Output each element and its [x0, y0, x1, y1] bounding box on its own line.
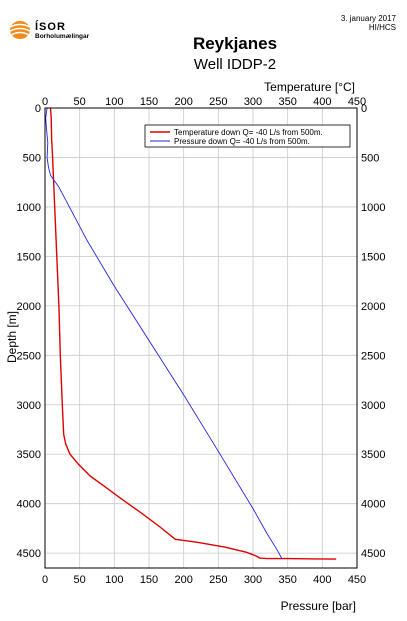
- right-tick-label: 1000: [361, 202, 385, 214]
- logo: ÍSOR Borholumælingar: [9, 20, 90, 40]
- chart-subtitle: Well IDDP-2: [194, 56, 276, 73]
- right-tick-label: 2500: [361, 350, 385, 362]
- tick-labels: 0050501001001501502002002502503003003503…: [17, 96, 386, 586]
- bottom-tick-label: 150: [140, 574, 158, 586]
- left-tick-label: 4000: [17, 499, 41, 511]
- bottom-tick-label: 400: [313, 574, 331, 586]
- top-tick-label: 50: [74, 96, 86, 108]
- legend-label-temperature: Temperature down Q= -40 L/s from 500m.: [174, 128, 323, 137]
- top-tick-label: 450: [348, 96, 366, 108]
- top-tick-label: 350: [278, 96, 296, 108]
- top-tick-label: 100: [105, 96, 123, 108]
- bottom-tick-label: 350: [278, 574, 296, 586]
- left-tick-label: 2000: [17, 301, 41, 313]
- bottom-tick-label: 450: [348, 574, 366, 586]
- bottom-tick-label: 0: [42, 574, 48, 586]
- pressure-series-line: [45, 107, 283, 560]
- top-tick-label: 300: [244, 96, 262, 108]
- grid: [44, 107, 358, 568]
- plot-frame: [44, 107, 358, 569]
- legend-label-pressure: Pressure down Q= -40 L/s from 500m.: [174, 137, 310, 146]
- legend-box: [144, 124, 351, 148]
- right-tick-label: 3500: [361, 449, 385, 461]
- chart-title: Reykjanes: [193, 34, 277, 53]
- right-tick-label: 2000: [361, 301, 385, 313]
- left-tick-label: 0: [35, 103, 41, 115]
- bottom-axis-label: Pressure [bar]: [281, 599, 356, 613]
- left-tick-label: 1500: [17, 251, 41, 263]
- header-date: 3. january 2017: [341, 14, 397, 23]
- legend: Temperature down Q= -40 L/s from 500m. P…: [144, 124, 351, 148]
- left-tick-label: 500: [23, 152, 41, 164]
- logo-name: ÍSOR: [35, 20, 66, 33]
- series-group: [45, 107, 337, 560]
- top-axis-label: Temperature [°C]: [264, 80, 355, 94]
- right-tick-label: 4500: [361, 548, 385, 560]
- temperature-series-line: [49, 107, 337, 560]
- top-tick-label: 250: [209, 96, 227, 108]
- y-axis-label: Depth [m]: [5, 311, 19, 363]
- right-tick-label: 0: [361, 103, 367, 115]
- logo-tagline: Borholumælingar: [35, 33, 90, 40]
- bottom-tick-label: 100: [105, 574, 123, 586]
- left-tick-label: 4500: [17, 548, 41, 560]
- right-tick-label: 1500: [361, 251, 385, 263]
- right-tick-label: 4000: [361, 499, 385, 511]
- top-tick-label: 0: [42, 96, 48, 108]
- isor-logo-icon: [9, 21, 31, 39]
- right-tick-label: 3000: [361, 400, 385, 412]
- bottom-tick-label: 250: [209, 574, 227, 586]
- bottom-tick-label: 200: [174, 574, 192, 586]
- right-tick-label: 500: [361, 152, 379, 164]
- left-tick-label: 3500: [17, 449, 41, 461]
- bottom-tick-label: 300: [244, 574, 262, 586]
- bottom-tick-label: 50: [74, 574, 86, 586]
- left-tick-label: 1000: [17, 202, 41, 214]
- left-tick-label: 2500: [17, 350, 41, 362]
- top-tick-label: 150: [140, 96, 158, 108]
- top-tick-label: 400: [313, 96, 331, 108]
- left-tick-label: 3000: [17, 400, 41, 412]
- header-author: HI/HCS: [369, 23, 396, 32]
- top-tick-label: 200: [174, 96, 192, 108]
